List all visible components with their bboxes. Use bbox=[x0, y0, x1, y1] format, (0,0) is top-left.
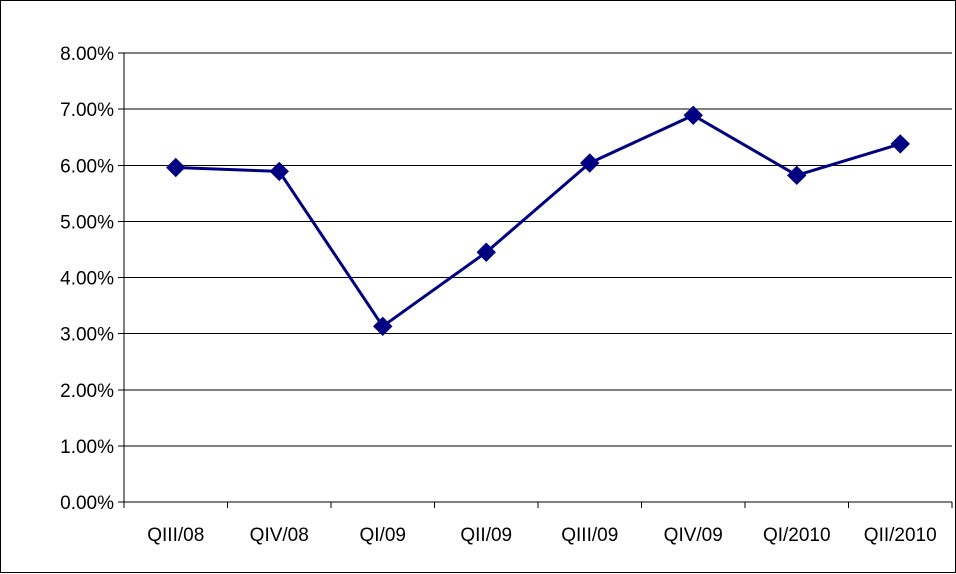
x-tick-label: QI/2010 bbox=[763, 525, 831, 546]
y-tick-label: 0.00% bbox=[60, 493, 114, 514]
x-tick-label: QIV/09 bbox=[664, 525, 723, 546]
y-tick-label: 1.00% bbox=[60, 437, 114, 458]
x-tick-label: QIII/08 bbox=[147, 525, 204, 546]
gridlines bbox=[124, 52, 952, 447]
series-line bbox=[175, 113, 901, 328]
y-tick-label: 3.00% bbox=[60, 325, 114, 346]
y-tick-labels: 0.00% 1.00% 2.00% 3.00% 4.00% 5.00% 6.00% 7.00%… bbox=[60, 44, 114, 514]
y-tick-label: 5.00% bbox=[60, 212, 114, 233]
data-point-marker bbox=[890, 134, 910, 154]
y-tick-label: 2.00% bbox=[60, 381, 114, 402]
x-tick-label: QII/2010 bbox=[864, 525, 937, 546]
x-tick-label: QIII/09 bbox=[561, 525, 618, 546]
data-point-marker bbox=[269, 161, 289, 182]
x-tick-label: QIV/08 bbox=[250, 525, 309, 546]
data-point-marker bbox=[683, 105, 703, 126]
data-point-marker bbox=[476, 242, 496, 262]
data-point-marker bbox=[166, 157, 186, 178]
data-point-marker bbox=[580, 153, 600, 173]
y-tick-label: 6.00% bbox=[60, 156, 114, 177]
series bbox=[166, 105, 910, 337]
x-tick-labels: QIII/08 QIV/08 QI/09 QII/09 QIII/09 QIV/09 QI/… bbox=[147, 525, 936, 546]
x-tick-label: QII/09 bbox=[460, 525, 512, 546]
y-tick-label: 7.00% bbox=[60, 100, 114, 121]
data-point-marker bbox=[787, 165, 807, 186]
x-tick-label: QI/09 bbox=[360, 525, 406, 546]
data-point-marker bbox=[373, 316, 393, 337]
axes bbox=[118, 52, 953, 508]
y-tick-label: 8.00% bbox=[60, 44, 114, 65]
y-tick-label: 4.00% bbox=[60, 269, 114, 290]
